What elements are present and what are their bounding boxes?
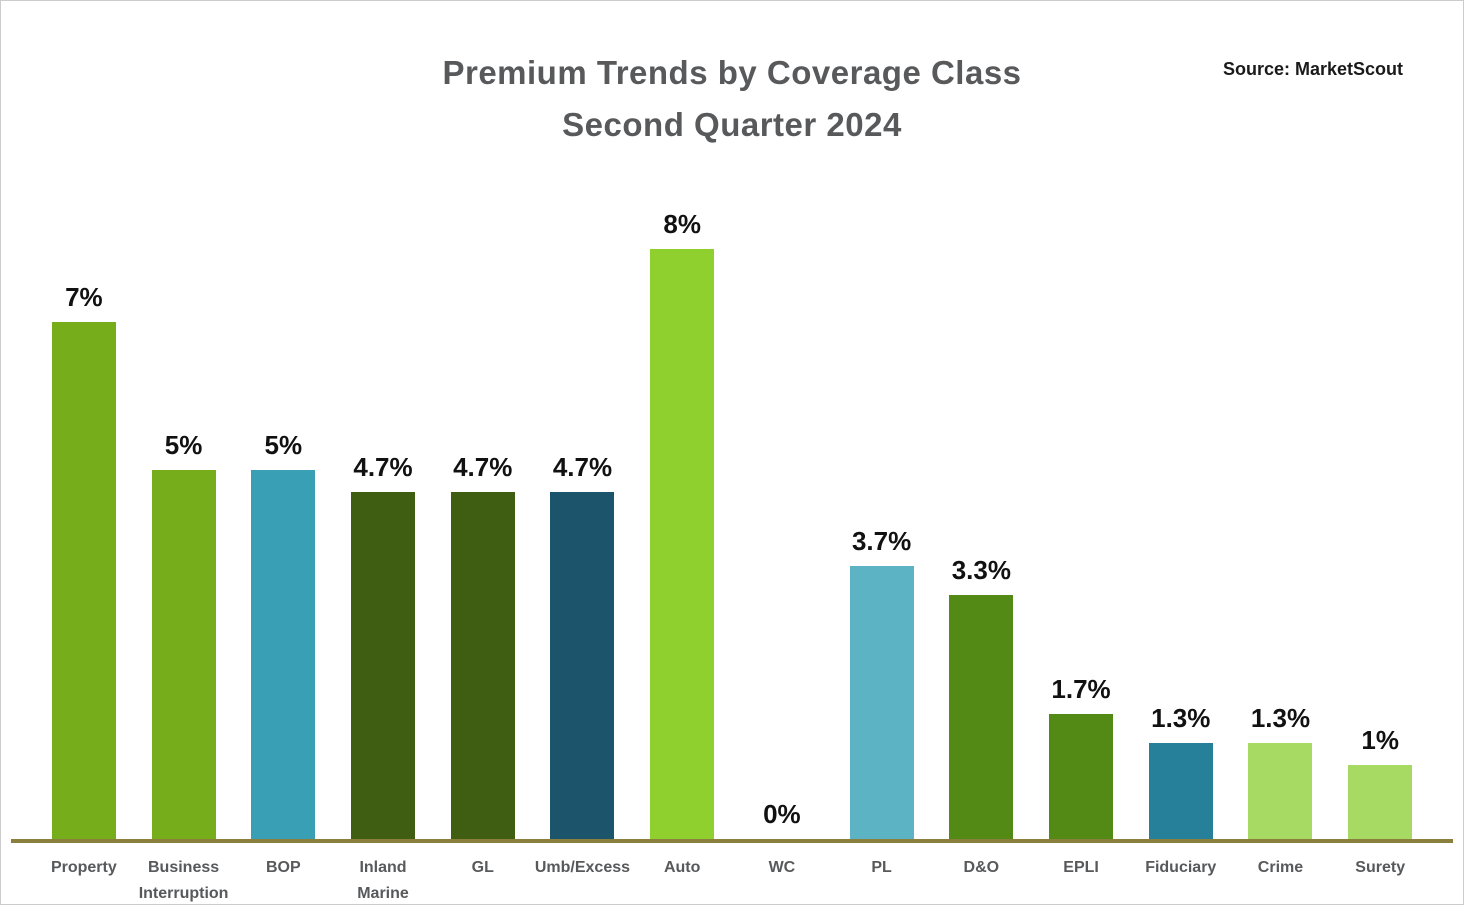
category-label: Crime (1257, 859, 1304, 876)
bar-column: 8% (632, 209, 732, 839)
bar (51, 322, 116, 839)
bar-value-label: 1.3% (1151, 703, 1211, 733)
category-label: Inland Marine (357, 859, 409, 902)
category-label: PL (871, 859, 892, 876)
bar-value-label: 8% (663, 209, 701, 239)
chart-title-line2: Second Quarter 2024 (562, 106, 902, 143)
category-label: Property (50, 859, 117, 876)
category-label: Auto (663, 859, 701, 876)
bar (1148, 743, 1213, 839)
bar-value-label: 4.7% (353, 452, 413, 482)
category-label: D&O (963, 859, 1000, 876)
bar (1348, 765, 1413, 839)
plot-area: 7% 5% 5% 4.7% 4.7% 4.7% 8% 0% 3.7% 3.3% 1.7% 1.3% 1.… (34, 186, 1430, 839)
bar-value-label: 4.7% (453, 452, 513, 482)
bar (251, 470, 316, 839)
bar-column: 1.3% (1231, 703, 1331, 839)
bar-column: 1% (1330, 725, 1430, 839)
bar-chart: 7% 5% 5% 4.7% 4.7% 4.7% 8% 0% 3.7% 3.3% 1.7% 1.3% 1.… (11, 186, 1453, 904)
bar-column: 4.7% (533, 452, 633, 839)
bar-column: 7% (34, 282, 134, 839)
bar (1049, 714, 1114, 839)
bar-value-label: 1% (1361, 725, 1399, 755)
bar-column: 1.7% (1031, 674, 1131, 839)
category-label: EPLI (1063, 859, 1099, 876)
chart-title-line1: Premium Trends by Coverage Class (442, 54, 1022, 91)
bar-column: 5% (233, 430, 333, 839)
bar (1248, 743, 1313, 839)
category-label: BOP (265, 859, 301, 876)
category-label: Umb/Excess (534, 859, 631, 876)
chart-title: Premium Trends by Coverage Class Second … (1, 47, 1463, 151)
x-axis-labels: Property Business Interruption BOP Inland M… (34, 849, 1430, 904)
bar (849, 566, 914, 839)
bar (650, 249, 715, 839)
bar-column: 3.7% (832, 526, 932, 839)
category-label: Surety (1355, 859, 1406, 876)
bar (450, 492, 515, 839)
bar-column: 4.7% (433, 452, 533, 839)
bar (351, 492, 416, 839)
bar-column: 1.3% (1131, 703, 1231, 839)
source-label: Source: MarketScout (1222, 59, 1403, 79)
bar-value-label: 1.7% (1051, 674, 1111, 704)
bar-column: 3.3% (931, 555, 1031, 839)
category-label: WC (768, 859, 796, 876)
bar-value-label: 1.3% (1250, 703, 1311, 733)
bar-column: 5% (134, 430, 234, 839)
bar (550, 492, 615, 839)
bar-value-label: 5% (264, 430, 303, 460)
category-label: Business Interruption (138, 859, 229, 902)
bar-value-label: 5% (164, 430, 203, 460)
bar-column: 0% (732, 799, 832, 839)
x-axis-line (11, 839, 1453, 843)
bar-column: 4.7% (333, 452, 433, 839)
bar-value-label: 4.7% (552, 452, 613, 482)
category-label: GL (471, 859, 494, 876)
category-label: Fiduciary (1145, 859, 1217, 876)
bar-value-label: 7% (65, 282, 103, 312)
bar-value-label: 0% (763, 799, 801, 829)
bar (949, 595, 1014, 839)
bar-value-label: 3.3% (951, 555, 1011, 585)
bar (151, 470, 216, 839)
bar-value-label: 3.7% (851, 526, 912, 556)
